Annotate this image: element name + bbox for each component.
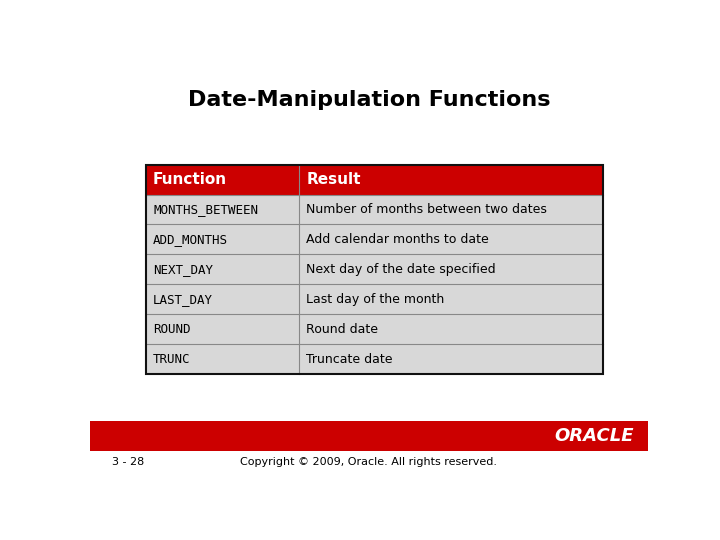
- Text: NEXT_DAY: NEXT_DAY: [153, 263, 213, 276]
- Text: MONTHS_BETWEEN: MONTHS_BETWEEN: [153, 203, 258, 216]
- Text: ORACLE: ORACLE: [554, 427, 634, 445]
- Bar: [145, 344, 603, 374]
- Text: 3 - 28: 3 - 28: [112, 457, 145, 467]
- Text: TRUNC: TRUNC: [153, 353, 191, 366]
- Bar: [145, 165, 603, 194]
- Text: LAST_DAY: LAST_DAY: [153, 293, 213, 306]
- Text: Result: Result: [306, 172, 361, 187]
- Text: Truncate date: Truncate date: [306, 353, 393, 366]
- Text: Add calendar months to date: Add calendar months to date: [306, 233, 489, 246]
- Text: Round date: Round date: [306, 323, 378, 336]
- Bar: [90, 421, 648, 451]
- Text: ROUND: ROUND: [153, 323, 191, 336]
- Text: Copyright © 2009, Oracle. All rights reserved.: Copyright © 2009, Oracle. All rights res…: [240, 457, 498, 467]
- Text: Next day of the date specified: Next day of the date specified: [306, 263, 496, 276]
- Text: Function: Function: [153, 172, 228, 187]
- Bar: [145, 285, 603, 314]
- Bar: [145, 165, 603, 374]
- Text: Number of months between two dates: Number of months between two dates: [306, 203, 547, 216]
- Text: Date-Manipulation Functions: Date-Manipulation Functions: [188, 90, 550, 110]
- Bar: [145, 225, 603, 254]
- Bar: [145, 194, 603, 225]
- Bar: [145, 314, 603, 344]
- Bar: [145, 254, 603, 285]
- Text: ADD_MONTHS: ADD_MONTHS: [153, 233, 228, 246]
- Text: Last day of the month: Last day of the month: [306, 293, 444, 306]
